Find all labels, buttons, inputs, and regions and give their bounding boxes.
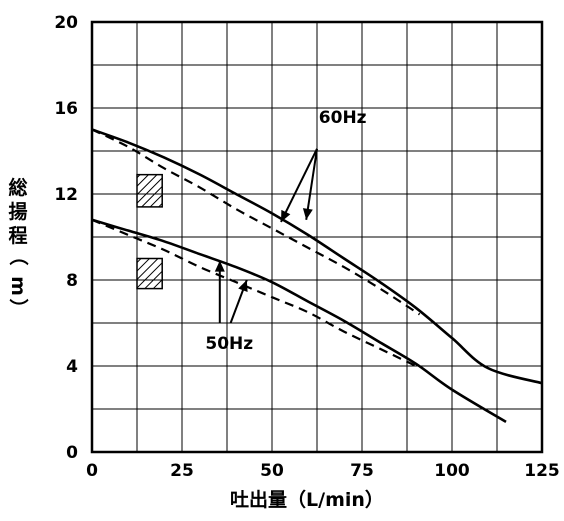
x-tick-label: 50	[260, 461, 284, 481]
annotation-arrow-shaft	[280, 148, 318, 223]
x-tick-label: 25	[170, 461, 194, 481]
hatched-range-box	[136, 257, 163, 290]
series-line-50Hz-dashed	[91, 218, 417, 367]
plot-frame	[90, 20, 544, 454]
y-tick-label: 16	[54, 99, 78, 119]
y-tick-label: 0	[66, 443, 78, 463]
y-axis-title-char: 程	[8, 225, 27, 247]
x-axis-title: 吐出量（L/min）	[230, 488, 384, 511]
x-tick-label: 100	[434, 461, 470, 481]
x-tick-label: 0	[86, 461, 98, 481]
annotation-arrow-head	[302, 208, 313, 220]
operating-range-marks	[136, 173, 163, 290]
series-lines	[91, 128, 543, 424]
annotation-arrow-head	[281, 209, 291, 222]
y-tick-label: 4	[66, 357, 78, 377]
y-axis-title-char: m	[7, 276, 29, 296]
annotation-60hz-label: 60Hz	[319, 108, 367, 128]
y-tick-label: 8	[66, 271, 78, 291]
tick-labels: 0 25 50 75 100 125 0 4 8 12 16 20	[54, 13, 559, 481]
y-axis-title-char: ）	[7, 298, 30, 317]
annotation-arrow-head	[238, 280, 248, 293]
y-tick-label: 20	[54, 13, 78, 33]
annotation-arrow-head	[214, 260, 225, 272]
series-line-60Hz-dashed	[91, 128, 421, 316]
x-tick-label: 75	[350, 461, 374, 481]
annotation-50hz-label: 50Hz	[205, 334, 253, 354]
grid	[92, 22, 542, 452]
x-tick-label: 125	[524, 461, 560, 481]
series-line-50Hz-solid	[91, 218, 507, 424]
y-axis-title: 総揚程（ m ）	[7, 176, 30, 318]
y-axis-title-char: 総	[8, 176, 27, 199]
annotation-arrow-shaft	[305, 148, 318, 220]
y-axis-title-char: 揚	[8, 200, 27, 223]
annotations: 60Hz 50Hz	[205, 108, 366, 354]
series-line-60Hz-solid	[91, 128, 543, 385]
y-tick-label: 12	[54, 185, 78, 205]
hatched-range-box	[136, 173, 163, 208]
y-axis-title-char: （	[7, 246, 30, 265]
